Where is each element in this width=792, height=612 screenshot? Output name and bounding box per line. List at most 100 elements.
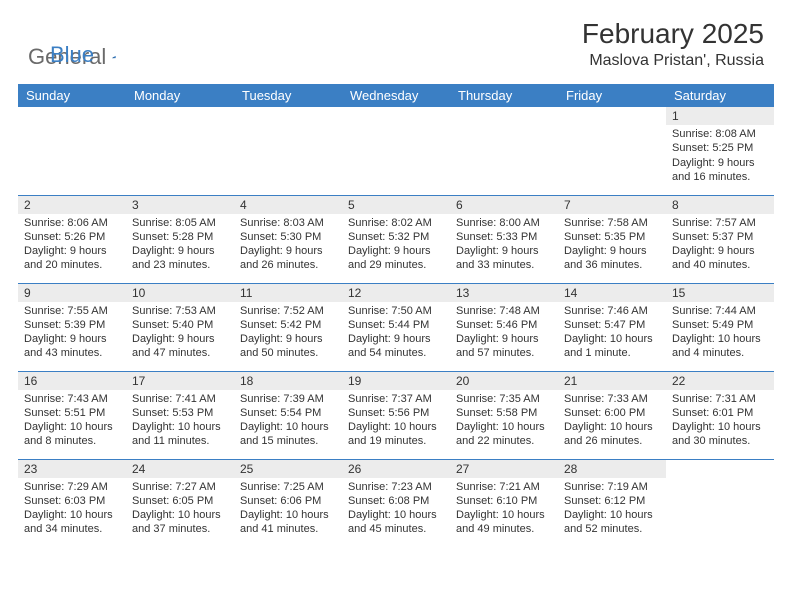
- day-d1: Daylight: 10 hours: [672, 332, 768, 346]
- day-sr: Sunrise: 7:57 AM: [672, 216, 768, 230]
- day-d2: and 34 minutes.: [24, 522, 120, 536]
- day-d1: Daylight: 9 hours: [564, 244, 660, 258]
- day-d1: Daylight: 9 hours: [132, 332, 228, 346]
- calendar-day-cell: 27Sunrise: 7:21 AMSunset: 6:10 PMDayligh…: [450, 459, 558, 547]
- day-d2: and 50 minutes.: [240, 346, 336, 360]
- day-number: 10: [126, 284, 234, 302]
- day-content: Sunrise: 8:03 AMSunset: 5:30 PMDaylight:…: [234, 214, 342, 275]
- day-d2: and 23 minutes.: [132, 258, 228, 272]
- day-content: Sunrise: 7:57 AMSunset: 5:37 PMDaylight:…: [666, 214, 774, 275]
- calendar-day-cell: 25Sunrise: 7:25 AMSunset: 6:06 PMDayligh…: [234, 459, 342, 547]
- day-d2: and 15 minutes.: [240, 434, 336, 448]
- day-number: 28: [558, 460, 666, 478]
- day-d2: and 36 minutes.: [564, 258, 660, 272]
- day-sr: Sunrise: 7:31 AM: [672, 392, 768, 406]
- day-d2: and 11 minutes.: [132, 434, 228, 448]
- day-d2: and 4 minutes.: [672, 346, 768, 360]
- day-sr: Sunrise: 7:23 AM: [348, 480, 444, 494]
- calendar-day-cell: 14Sunrise: 7:46 AMSunset: 5:47 PMDayligh…: [558, 283, 666, 371]
- day-content: Sunrise: 8:00 AMSunset: 5:33 PMDaylight:…: [450, 214, 558, 275]
- day-d1: Daylight: 9 hours: [348, 244, 444, 258]
- day-d1: Daylight: 9 hours: [456, 332, 552, 346]
- weekday-monday: Monday: [126, 84, 234, 107]
- day-ss: Sunset: 5:44 PM: [348, 318, 444, 332]
- day-ss: Sunset: 5:56 PM: [348, 406, 444, 420]
- day-number: 21: [558, 372, 666, 390]
- day-content: Sunrise: 7:33 AMSunset: 6:00 PMDaylight:…: [558, 390, 666, 451]
- calendar-day-cell: 11Sunrise: 7:52 AMSunset: 5:42 PMDayligh…: [234, 283, 342, 371]
- calendar-day-cell: 9Sunrise: 7:55 AMSunset: 5:39 PMDaylight…: [18, 283, 126, 371]
- calendar-day-cell: 6Sunrise: 8:00 AMSunset: 5:33 PMDaylight…: [450, 195, 558, 283]
- weekday-wednesday: Wednesday: [342, 84, 450, 107]
- day-number: 15: [666, 284, 774, 302]
- day-sr: Sunrise: 7:37 AM: [348, 392, 444, 406]
- day-number: 11: [234, 284, 342, 302]
- day-ss: Sunset: 5:46 PM: [456, 318, 552, 332]
- day-content: Sunrise: 7:55 AMSunset: 5:39 PMDaylight:…: [18, 302, 126, 363]
- calendar-day-cell: [234, 107, 342, 195]
- weekday-saturday: Saturday: [666, 84, 774, 107]
- day-d1: Daylight: 10 hours: [24, 508, 120, 522]
- day-d2: and 26 minutes.: [240, 258, 336, 272]
- calendar-day-cell: 18Sunrise: 7:39 AMSunset: 5:54 PMDayligh…: [234, 371, 342, 459]
- weekday-thursday: Thursday: [450, 84, 558, 107]
- day-content: Sunrise: 7:23 AMSunset: 6:08 PMDaylight:…: [342, 478, 450, 539]
- day-content: Sunrise: 7:27 AMSunset: 6:05 PMDaylight:…: [126, 478, 234, 539]
- calendar-week-row: 9Sunrise: 7:55 AMSunset: 5:39 PMDaylight…: [18, 283, 774, 371]
- day-d1: Daylight: 10 hours: [456, 508, 552, 522]
- day-d2: and 19 minutes.: [348, 434, 444, 448]
- day-ss: Sunset: 5:32 PM: [348, 230, 444, 244]
- day-d1: Daylight: 9 hours: [132, 244, 228, 258]
- day-number: 26: [342, 460, 450, 478]
- calendar-day-cell: 10Sunrise: 7:53 AMSunset: 5:40 PMDayligh…: [126, 283, 234, 371]
- day-number: 2: [18, 196, 126, 214]
- day-d2: and 47 minutes.: [132, 346, 228, 360]
- day-d2: and 26 minutes.: [564, 434, 660, 448]
- logo: General Blue: [28, 44, 136, 70]
- day-ss: Sunset: 6:00 PM: [564, 406, 660, 420]
- day-d2: and 57 minutes.: [456, 346, 552, 360]
- day-content: Sunrise: 7:50 AMSunset: 5:44 PMDaylight:…: [342, 302, 450, 363]
- calendar-day-cell: [666, 459, 774, 547]
- day-content: Sunrise: 7:25 AMSunset: 6:06 PMDaylight:…: [234, 478, 342, 539]
- day-sr: Sunrise: 7:50 AM: [348, 304, 444, 318]
- day-sr: Sunrise: 7:39 AM: [240, 392, 336, 406]
- day-d2: and 41 minutes.: [240, 522, 336, 536]
- day-ss: Sunset: 5:26 PM: [24, 230, 120, 244]
- day-sr: Sunrise: 7:52 AM: [240, 304, 336, 318]
- day-ss: Sunset: 5:30 PM: [240, 230, 336, 244]
- day-sr: Sunrise: 7:27 AM: [132, 480, 228, 494]
- day-number: 25: [234, 460, 342, 478]
- day-sr: Sunrise: 7:25 AM: [240, 480, 336, 494]
- day-d1: Daylight: 9 hours: [240, 332, 336, 346]
- day-sr: Sunrise: 8:03 AM: [240, 216, 336, 230]
- day-d2: and 52 minutes.: [564, 522, 660, 536]
- calendar-day-cell: 24Sunrise: 7:27 AMSunset: 6:05 PMDayligh…: [126, 459, 234, 547]
- day-d1: Daylight: 10 hours: [240, 508, 336, 522]
- day-ss: Sunset: 6:10 PM: [456, 494, 552, 508]
- day-sr: Sunrise: 7:41 AM: [132, 392, 228, 406]
- day-number: 16: [18, 372, 126, 390]
- day-d2: and 30 minutes.: [672, 434, 768, 448]
- day-sr: Sunrise: 7:58 AM: [564, 216, 660, 230]
- day-number: 9: [18, 284, 126, 302]
- day-content: Sunrise: 7:37 AMSunset: 5:56 PMDaylight:…: [342, 390, 450, 451]
- day-content: Sunrise: 7:44 AMSunset: 5:49 PMDaylight:…: [666, 302, 774, 363]
- day-d2: and 54 minutes.: [348, 346, 444, 360]
- day-number: 13: [450, 284, 558, 302]
- calendar-day-cell: 15Sunrise: 7:44 AMSunset: 5:49 PMDayligh…: [666, 283, 774, 371]
- day-content: Sunrise: 7:21 AMSunset: 6:10 PMDaylight:…: [450, 478, 558, 539]
- day-sr: Sunrise: 7:55 AM: [24, 304, 120, 318]
- day-content: Sunrise: 7:31 AMSunset: 6:01 PMDaylight:…: [666, 390, 774, 451]
- day-d2: and 49 minutes.: [456, 522, 552, 536]
- weekday-friday: Friday: [558, 84, 666, 107]
- day-content: Sunrise: 7:41 AMSunset: 5:53 PMDaylight:…: [126, 390, 234, 451]
- calendar-day-cell: 17Sunrise: 7:41 AMSunset: 5:53 PMDayligh…: [126, 371, 234, 459]
- calendar-day-cell: 21Sunrise: 7:33 AMSunset: 6:00 PMDayligh…: [558, 371, 666, 459]
- day-d1: Daylight: 10 hours: [564, 420, 660, 434]
- day-ss: Sunset: 6:01 PM: [672, 406, 768, 420]
- day-ss: Sunset: 5:58 PM: [456, 406, 552, 420]
- day-ss: Sunset: 5:33 PM: [456, 230, 552, 244]
- calendar-week-row: 16Sunrise: 7:43 AMSunset: 5:51 PMDayligh…: [18, 371, 774, 459]
- day-sr: Sunrise: 8:05 AM: [132, 216, 228, 230]
